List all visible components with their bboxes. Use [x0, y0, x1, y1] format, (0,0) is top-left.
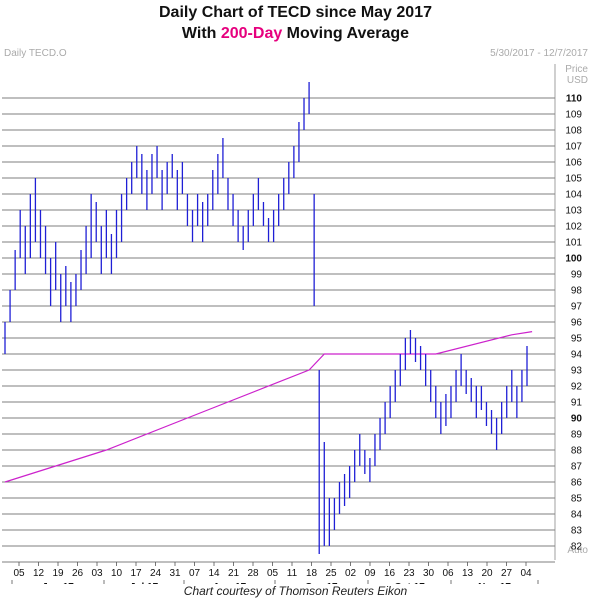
title-suffix: Moving Average: [282, 25, 410, 42]
moving-average-line: [4, 331, 533, 483]
x-tick-label: 18: [306, 568, 318, 579]
x-tick-label: 31: [169, 568, 181, 579]
x-tick-label: 05: [267, 568, 279, 579]
x-tick-label: 23: [403, 568, 415, 579]
y-tick-label: 90: [571, 414, 583, 425]
x-tick-label: 21: [228, 568, 240, 579]
x-month-label: Jun 17: [42, 582, 74, 584]
x-tick-label: 11: [287, 568, 298, 579]
x-tick-label: 04: [520, 568, 532, 579]
y-tick-label: 96: [571, 318, 583, 329]
x-month-label: Aug 17: [213, 582, 247, 584]
date-range-label: 5/30/2017 - 12/7/2017: [490, 48, 588, 59]
chart-title-line1: Daily Chart of TECD since May 2017: [159, 4, 432, 21]
y-tick-label: 102: [565, 222, 582, 233]
x-tick-label: 30: [423, 568, 435, 579]
y-tick-label: 97: [571, 302, 583, 313]
x-tick-label: 26: [72, 568, 84, 579]
x-month-label: Jul 17: [130, 582, 159, 584]
x-tick-label: 03: [91, 568, 103, 579]
x-tick-label: 10: [111, 568, 123, 579]
y-tick-label: 83: [571, 526, 583, 537]
symbol-label: Daily TECD.O: [4, 48, 67, 59]
x-tick-label: 02: [345, 568, 357, 579]
x-tick-label: 09: [364, 568, 376, 579]
y-tick-label: 104: [565, 190, 582, 201]
y-tick-label: 87: [571, 462, 583, 473]
ohlc-bars: [4, 82, 528, 554]
x-axis: 05 12 19 26 03 10 17 24 31 07 14 21 28 05 11 18 25 02 09 16…: [2, 561, 555, 584]
y-tick-label: 107: [565, 142, 582, 153]
chart-title-line2: With 200-Day Moving Average: [0, 25, 591, 43]
y-tick-label: 100: [565, 254, 582, 265]
x-tick-label: 12: [33, 568, 45, 579]
x-month-label: Sep 17: [305, 582, 338, 584]
y-tick-label: 105: [565, 174, 582, 185]
y-axis-ticks: 82 83 84 85 86 87 88 89 90 91 92 93 94 95 96 97 98 99 100 1…: [565, 94, 582, 553]
y-tick-label: 95: [571, 334, 583, 345]
x-tick-label: 27: [501, 568, 513, 579]
y-tick-label: 82: [571, 542, 583, 553]
x-tick-label: 20: [481, 568, 493, 579]
price-axis-label: Price: [565, 64, 588, 75]
title-highlight: 200-Day: [220, 25, 283, 42]
auto-scale-label[interactable]: Auto: [567, 545, 588, 556]
y-tick-label: 84: [571, 510, 583, 521]
x-tick-label: 07: [189, 568, 201, 579]
x-tick-label: 06: [442, 568, 454, 579]
chart-background: [0, 44, 591, 584]
x-tick-label: 25: [325, 568, 337, 579]
x-tick-label: 16: [384, 568, 396, 579]
title-prefix: With: [181, 25, 221, 42]
chart-caption: Chart courtesy of Thomson Reuters Eikon: [183, 584, 408, 598]
x-tick-label: 19: [52, 568, 64, 579]
currency-label: USD: [567, 75, 588, 86]
y-tick-label: 88: [571, 446, 583, 457]
y-tick-label: 89: [571, 430, 583, 441]
y-tick-label: 108: [565, 126, 582, 137]
y-tick-label: 99: [571, 270, 583, 281]
x-month-label: Nov 17: [478, 582, 511, 584]
y-tick-label: 85: [571, 494, 583, 505]
y-tick-label: 93: [571, 366, 583, 377]
y-tick-label: 98: [571, 286, 583, 297]
y-tick-label: 92: [571, 382, 583, 393]
x-tick-label: 13: [462, 568, 474, 579]
moving-average-layer: [4, 331, 533, 483]
y-tick-label: 109: [565, 110, 582, 121]
x-month-label: Oct 17: [394, 582, 425, 584]
y-tick-label: 94: [571, 350, 583, 361]
y-tick-label: 106: [565, 158, 582, 169]
x-tick-label: 24: [150, 568, 162, 579]
x-tick-label: 17: [130, 568, 142, 579]
x-tick-label: 05: [13, 568, 25, 579]
x-tick-label: 28: [247, 568, 259, 579]
x-tick-label: 14: [208, 568, 220, 579]
y-tick-label: 91: [571, 398, 583, 409]
y-tick-label: 101: [565, 238, 582, 249]
y-tick-label: 86: [571, 478, 583, 489]
price-chart: Daily TECD.O 5/30/2017 - 12/7/2017 Price…: [0, 44, 591, 584]
y-tick-label: 110: [566, 94, 583, 105]
y-tick-label: 103: [565, 206, 582, 217]
